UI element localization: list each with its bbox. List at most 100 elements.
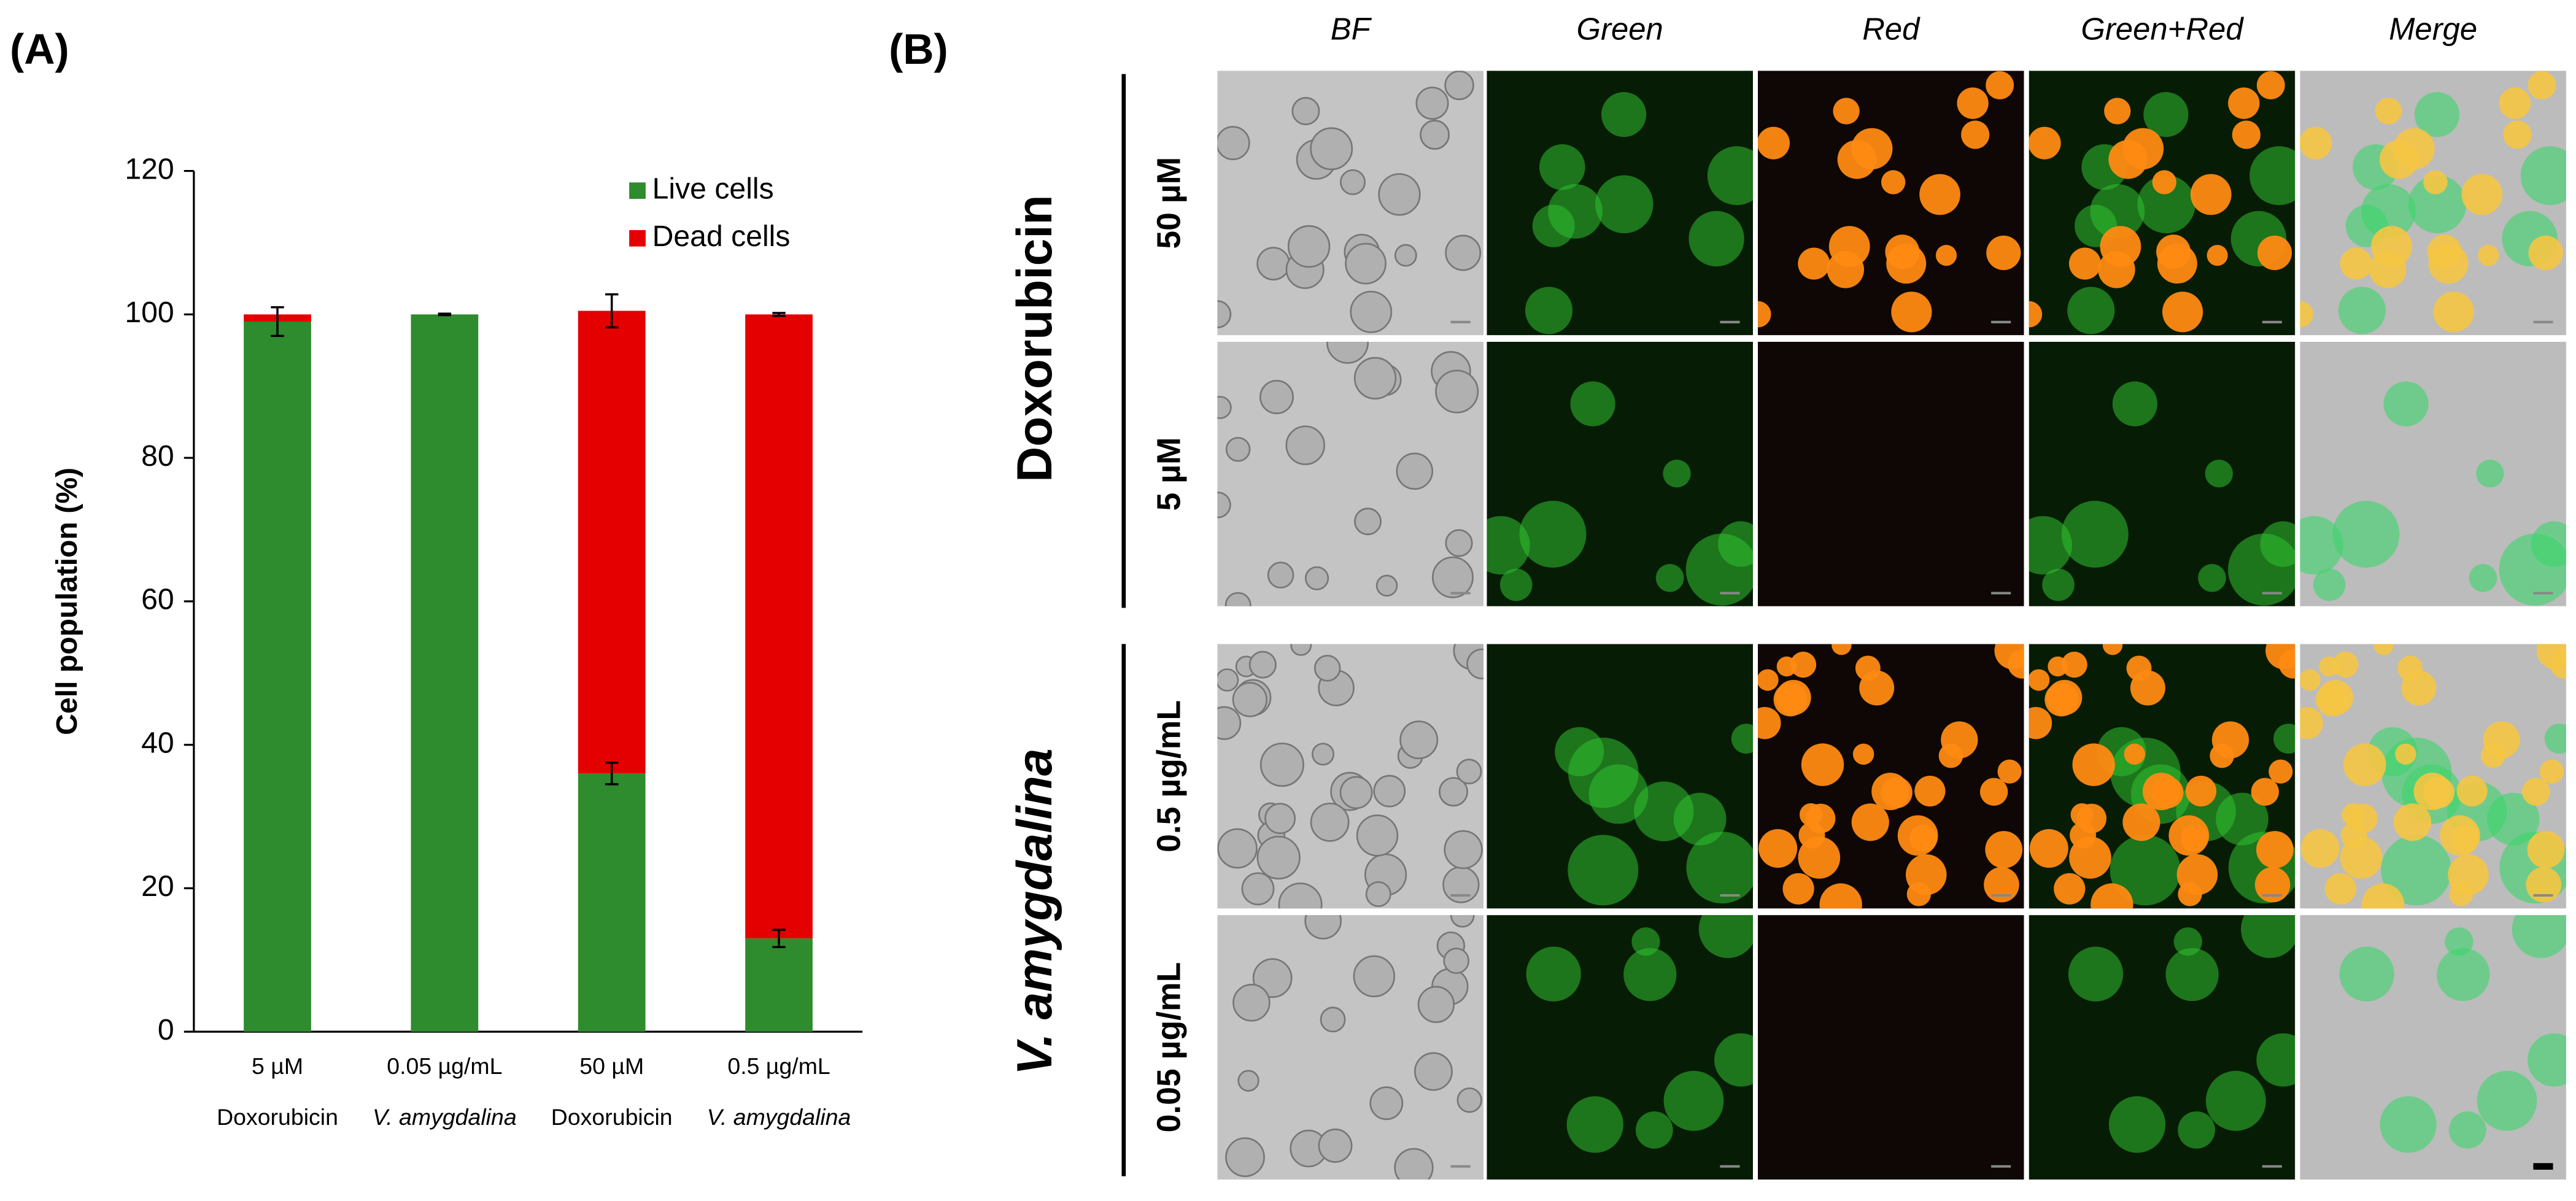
red-signal [2256, 71, 2285, 99]
red-signal [1984, 867, 2019, 903]
green-signal [1568, 835, 1639, 906]
green-signal [1532, 204, 1575, 247]
micrograph [2029, 644, 2296, 909]
cell [1326, 341, 1369, 364]
cell [1225, 1137, 1265, 1178]
green-signal [1718, 521, 1753, 567]
green-signal [2338, 287, 2386, 334]
column-header: BF [1331, 11, 1372, 46]
green-signal [1663, 1070, 1724, 1131]
legend-swatch [629, 182, 646, 199]
green-signal [1707, 146, 1753, 206]
x-tick-label: V. amygdalina [373, 1104, 517, 1130]
micrograph [2300, 71, 2566, 336]
green-signal [1519, 501, 1587, 568]
cell [1313, 655, 1341, 682]
green-signal [1487, 516, 1530, 575]
bar-segment [745, 314, 813, 939]
merge-signal [2348, 803, 2378, 833]
green-signal [1655, 563, 1684, 592]
red-signal [2072, 743, 2115, 786]
green-signal [2165, 948, 2219, 1002]
green-signal [2241, 915, 2296, 959]
green-signal [2112, 381, 2157, 427]
red-signal [2257, 235, 2292, 271]
cell [1287, 225, 1331, 268]
green-signal [2273, 724, 2296, 754]
green-signal [2067, 287, 2115, 334]
red-signal [1798, 247, 1830, 280]
green-signal [2205, 1070, 2266, 1131]
legend-swatch [629, 230, 646, 247]
cell [1241, 872, 1275, 906]
cell [1444, 71, 1474, 101]
micrograph-bg [1217, 915, 1484, 1180]
green-signal [1688, 210, 1744, 267]
red-signal [2069, 836, 2111, 879]
micrograph-bg [2300, 915, 2566, 1180]
merge-signal [2483, 721, 2520, 759]
red-signal [2061, 651, 2087, 678]
cell [1466, 648, 1484, 679]
x-tick-label: 50 µM [579, 1053, 644, 1079]
micrograph-bg [2029, 915, 2296, 1180]
green-signal [1686, 832, 1753, 904]
row-label: 0.05 µg/mL [1151, 962, 1188, 1133]
merge-signal [2394, 803, 2432, 841]
micrograph [1487, 341, 1753, 606]
micrograph [1487, 71, 1753, 336]
cell [1356, 814, 1399, 857]
green-signal [2437, 948, 2490, 1002]
green-signal [2476, 459, 2504, 488]
red-signal [2076, 803, 2106, 833]
red-signal [1790, 651, 1817, 678]
column-header: Green+Red [2081, 11, 2244, 46]
red-signal [1886, 244, 1927, 284]
red-signal [1852, 743, 1874, 765]
cell [1431, 556, 1474, 598]
micrograph [2029, 915, 2296, 1180]
cell [1217, 668, 1239, 692]
green-signal [1499, 568, 1533, 601]
micrograph [1217, 71, 1484, 336]
cell [1310, 127, 1353, 171]
micrograph [1487, 644, 1753, 909]
red-signal [2228, 87, 2260, 119]
green-signal [2110, 835, 2181, 906]
cell [1456, 1087, 1482, 1113]
micrograph [2300, 915, 2566, 1180]
red-signal [1941, 721, 1978, 759]
panel-label: (A) [10, 25, 69, 73]
error-bar [605, 762, 619, 786]
green-signal [2332, 501, 2400, 568]
red-signal [2269, 759, 2293, 784]
green-signal [2042, 568, 2075, 601]
cell [1217, 828, 1258, 869]
micrograph [2029, 71, 2296, 336]
green-signal [2544, 724, 2566, 754]
micrograph [1487, 915, 1753, 1180]
group-label: V. amygdalina [1007, 748, 1062, 1075]
bar-segment [578, 311, 646, 774]
red-signal [1798, 836, 1841, 879]
green-signal [2408, 175, 2467, 234]
merge-signal [2526, 867, 2562, 903]
red-signal [1851, 128, 1893, 169]
red-signal [2029, 669, 2050, 691]
cell [1259, 379, 1294, 414]
cell [1443, 948, 1470, 974]
green-signal [1525, 287, 1573, 334]
red-signal [1833, 98, 1860, 125]
cell [1225, 436, 1251, 462]
panel-label: (B) [889, 25, 948, 73]
merge-signal [2300, 301, 2313, 328]
red-signal [1891, 292, 1932, 333]
green-signal [2414, 92, 2460, 137]
green-signal [2143, 92, 2189, 137]
red-signal [2152, 170, 2176, 195]
x-tick-label: 0.5 µg/mL [727, 1053, 830, 1079]
error-bar [605, 293, 619, 329]
cell [1278, 882, 1323, 909]
micrograph [2300, 644, 2566, 909]
cell [1420, 120, 1450, 150]
